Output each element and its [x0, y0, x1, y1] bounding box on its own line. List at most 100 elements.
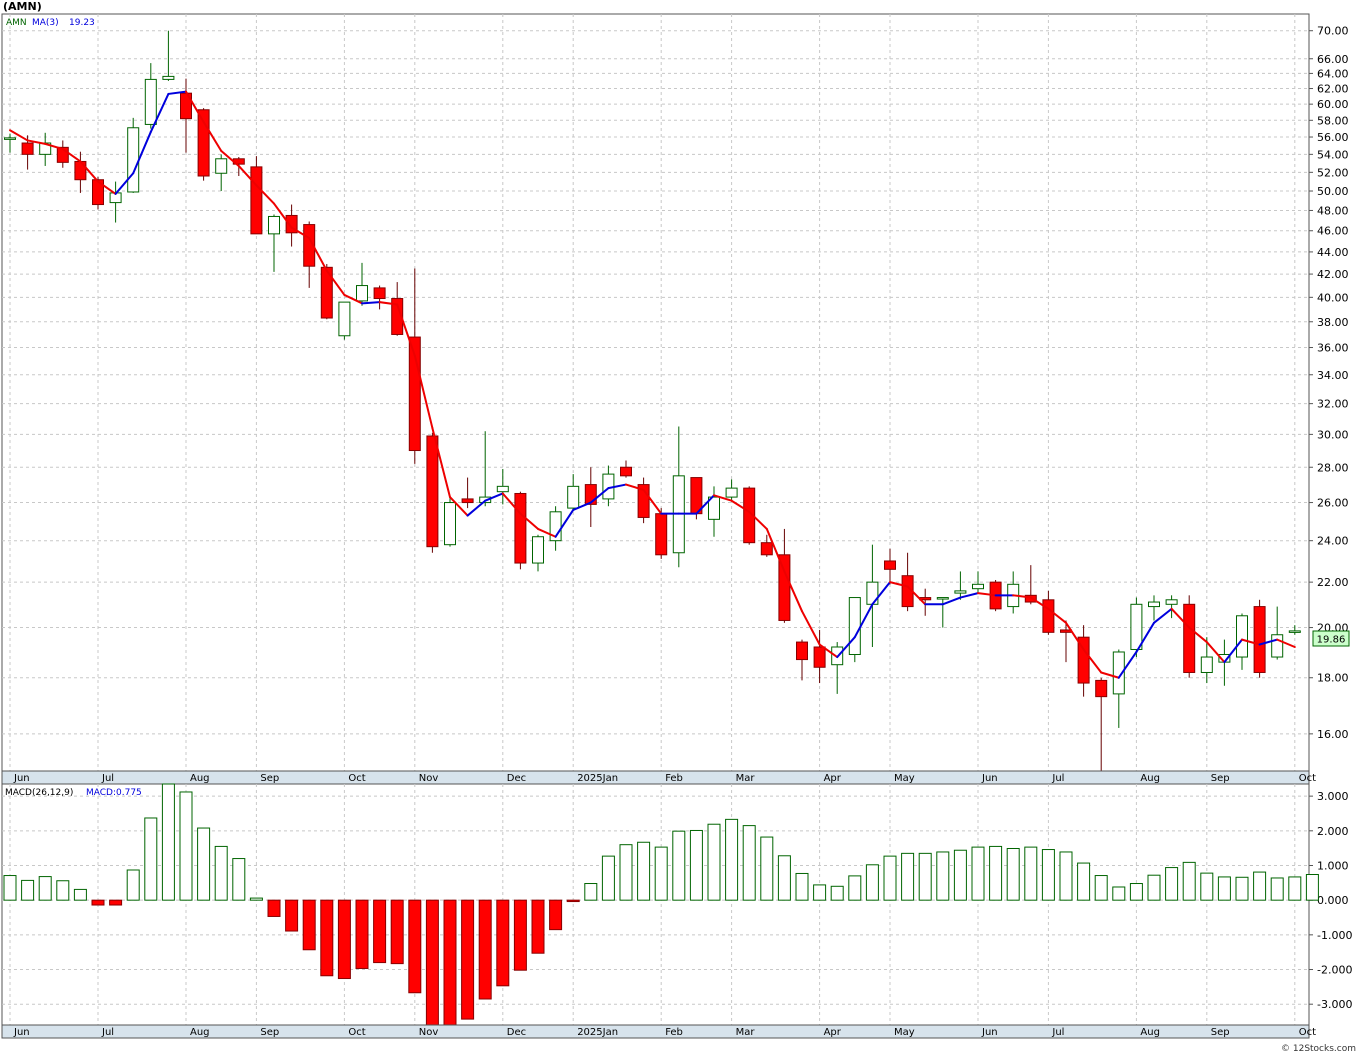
- macd-bar-positive: [38, 876, 52, 901]
- month-label: Apr: [824, 1027, 842, 1038]
- month-label: Sep: [260, 773, 279, 784]
- ma-segment: [220, 149, 240, 167]
- last-price-box: [1312, 630, 1350, 647]
- price-tick-label: 70.00: [1317, 25, 1349, 38]
- ma-segment: [202, 120, 223, 152]
- price-tick-label: 62.00: [1317, 83, 1349, 96]
- candle-up: [1288, 630, 1301, 633]
- candle-down: [514, 492, 527, 564]
- macd-bar-positive: [795, 872, 809, 901]
- ma-segment: [1029, 596, 1050, 610]
- candle-down: [320, 266, 333, 319]
- ma-segment: [889, 581, 909, 588]
- macd-bar-positive: [1041, 849, 1055, 901]
- price-tick-label: 60.00: [1317, 98, 1349, 111]
- candle-up: [356, 285, 368, 302]
- candle-down: [391, 298, 404, 335]
- month-label: 2025Jan: [577, 773, 618, 784]
- macd-bar-positive: [1235, 876, 1249, 901]
- ma-segment: [237, 164, 258, 187]
- legend-ma: MA(3): [32, 18, 59, 28]
- price-tick-label: 42.00: [1317, 268, 1349, 281]
- macd-bar-positive: [707, 823, 721, 901]
- candle-down: [1042, 599, 1055, 633]
- price-tick-label: 54.00: [1317, 148, 1349, 161]
- macd-bar-positive: [760, 836, 774, 901]
- month-label: Jul: [1051, 773, 1064, 784]
- ma-segment: [836, 636, 856, 659]
- macd-bar-positive: [1059, 851, 1073, 901]
- month-label: Sep: [260, 1027, 279, 1038]
- macd-bar-positive: [161, 783, 175, 901]
- price-tick-label: 28.00: [1317, 461, 1349, 474]
- month-label: Oct: [348, 773, 365, 784]
- month-label: Aug: [1140, 773, 1160, 784]
- ma-segment: [26, 139, 47, 145]
- macd-panel: [1, 783, 1310, 1026]
- macd-bar-negative: [109, 899, 123, 906]
- candle-down: [1253, 606, 1266, 673]
- ma-segment: [783, 570, 803, 613]
- last-price-label: 19.86: [1317, 635, 1346, 646]
- candle-down: [813, 646, 826, 668]
- macd-bar-positive: [1217, 876, 1231, 901]
- candle-down: [197, 109, 210, 177]
- ma-segment: [1223, 638, 1243, 664]
- macd-tick-label: -1.000: [1317, 929, 1352, 942]
- macd-bar-positive: [725, 818, 739, 901]
- macd-bar-negative: [461, 899, 475, 1020]
- ma-segment: [1241, 638, 1261, 646]
- candle-down: [303, 224, 316, 267]
- candle-down: [373, 287, 386, 300]
- month-axis-top: Jun Jul Aug Sep Oct Nov Dec 2025Jan Feb Mar Apr May…: [13, 773, 1316, 784]
- macd-bar-positive: [813, 884, 827, 901]
- macd-bar-negative: [373, 899, 387, 964]
- price-tick-label: 52.00: [1317, 166, 1349, 179]
- ma-segment: [1082, 648, 1103, 674]
- candle-up: [338, 301, 351, 337]
- candle-up: [127, 127, 140, 193]
- price-tick-label: 48.00: [1317, 204, 1349, 217]
- price-tick-label: 16.00: [1317, 728, 1349, 741]
- candle-up: [972, 583, 984, 590]
- ma-segment: [959, 592, 979, 599]
- price-tick-label: 38.00: [1317, 316, 1349, 329]
- candle-up: [725, 487, 738, 498]
- macd-bar-negative: [320, 899, 334, 977]
- macd-bar-negative: [478, 899, 492, 1000]
- price-tick-label: 64.00: [1317, 67, 1349, 80]
- month-label: Dec: [507, 1027, 526, 1038]
- macd-bar-positive: [1129, 883, 1143, 901]
- macd-tick-label: -3.000: [1317, 998, 1352, 1011]
- ma-segment: [378, 301, 399, 306]
- ma-segment: [1153, 607, 1173, 624]
- month-label: Mar: [736, 773, 756, 784]
- candle-up: [268, 215, 280, 235]
- macd-bar-negative: [390, 899, 404, 965]
- macd-bar-negative: [285, 899, 299, 932]
- ma-segment: [484, 492, 504, 502]
- macd-bar-positive: [777, 855, 791, 901]
- macd-bar-negative: [443, 899, 457, 1026]
- ma-segment: [1100, 671, 1120, 679]
- ma-segment: [290, 226, 311, 240]
- price-tick-label: 56.00: [1317, 131, 1349, 144]
- candle-down: [285, 214, 298, 234]
- macd-tick-label: 3.000: [1317, 790, 1349, 803]
- price-tick-label: 18.00: [1317, 672, 1349, 685]
- macd-bars-layer: [3, 783, 1319, 1026]
- month-label: Sep: [1211, 1027, 1230, 1038]
- macd-bar-negative: [355, 899, 369, 969]
- macd-bar-positive: [1253, 871, 1267, 901]
- candle-down: [461, 498, 474, 504]
- ma-segment: [906, 585, 927, 606]
- macd-tick-label: -2.000: [1317, 964, 1352, 977]
- candle-up: [532, 536, 544, 564]
- candle-up: [144, 78, 157, 125]
- ma-segment: [1258, 638, 1279, 646]
- ma-segment: [167, 90, 187, 95]
- macd-bar-positive: [1006, 847, 1020, 901]
